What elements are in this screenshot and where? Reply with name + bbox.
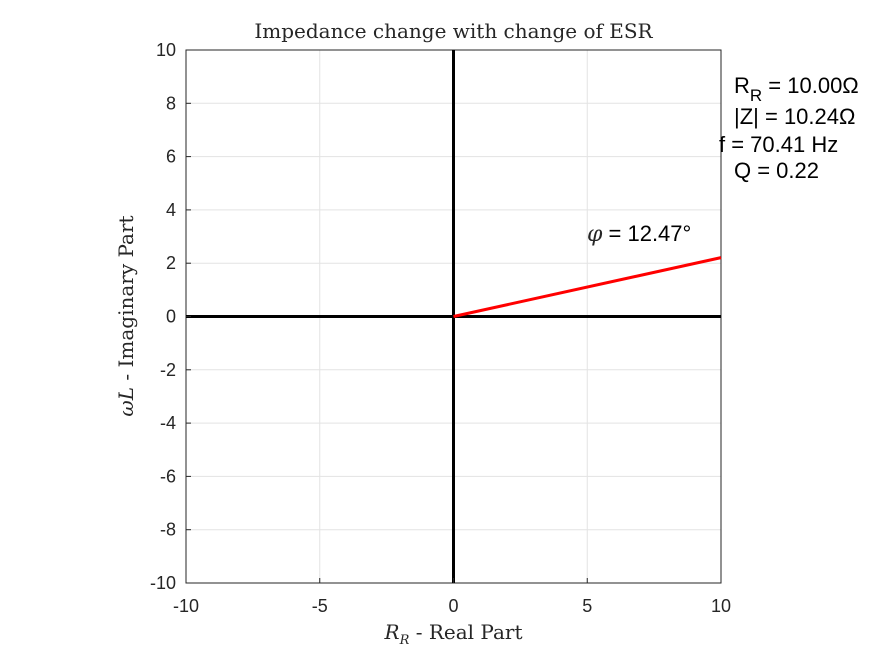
- y-axis-label: ωL - Imaginary Part: [114, 215, 138, 416]
- x-axis-label: RR - Real Part: [384, 620, 523, 648]
- y-tick-label: -4: [160, 413, 176, 433]
- y-tick-label: 0: [166, 307, 176, 327]
- rr-var: R: [734, 73, 750, 98]
- y-label-text: - Imaginary Part: [114, 215, 138, 387]
- y-tick-label: -2: [160, 360, 176, 380]
- y-tick-label: -10: [150, 573, 176, 593]
- y-tick-label: 10: [156, 40, 176, 60]
- y-tick-label: -6: [160, 466, 176, 486]
- x-tick-label: 0: [448, 596, 458, 616]
- x-tick-label: -10: [173, 596, 199, 616]
- x-label-sub: R: [399, 633, 410, 648]
- x-label-var: R: [384, 620, 400, 644]
- y-tick-label: 4: [166, 200, 176, 220]
- y-tick-label: 6: [166, 147, 176, 167]
- z-annotation: |Z| = 10.24Ω: [734, 104, 855, 129]
- y-tick-label: 2: [166, 253, 176, 273]
- x-tick-label: 10: [711, 596, 731, 616]
- rr-annotation: RR = 10.00Ω: [734, 73, 859, 105]
- phase-value: = 12.47°: [602, 221, 691, 246]
- phase-symbol: φ: [587, 222, 603, 247]
- impedance-vector-line: [453, 256, 722, 318]
- rr-value: = 10.00Ω: [762, 73, 859, 98]
- f-annotation: f = 70.41 Hz: [719, 132, 838, 157]
- x-ticks: -10 -5 0 5 10: [173, 578, 731, 616]
- y-tick-label: 8: [166, 93, 176, 113]
- phase-annotation: φ = 12.47°: [587, 221, 691, 247]
- y-tick-label: -8: [160, 520, 176, 540]
- x-tick-label: 5: [582, 596, 592, 616]
- series-group: [453, 256, 722, 318]
- x-tick-label: -5: [312, 596, 328, 616]
- rr-sub: R: [750, 86, 762, 105]
- y-label-var: ωL: [114, 387, 138, 417]
- x-label-text: - Real Part: [409, 620, 522, 644]
- chart-title: Impedance change with change of ESR: [254, 19, 653, 43]
- q-annotation: Q = 0.22: [734, 158, 819, 183]
- y-ticks: -10 -8 -6 -4 -2 0 2 4 6 8 10: [150, 40, 191, 593]
